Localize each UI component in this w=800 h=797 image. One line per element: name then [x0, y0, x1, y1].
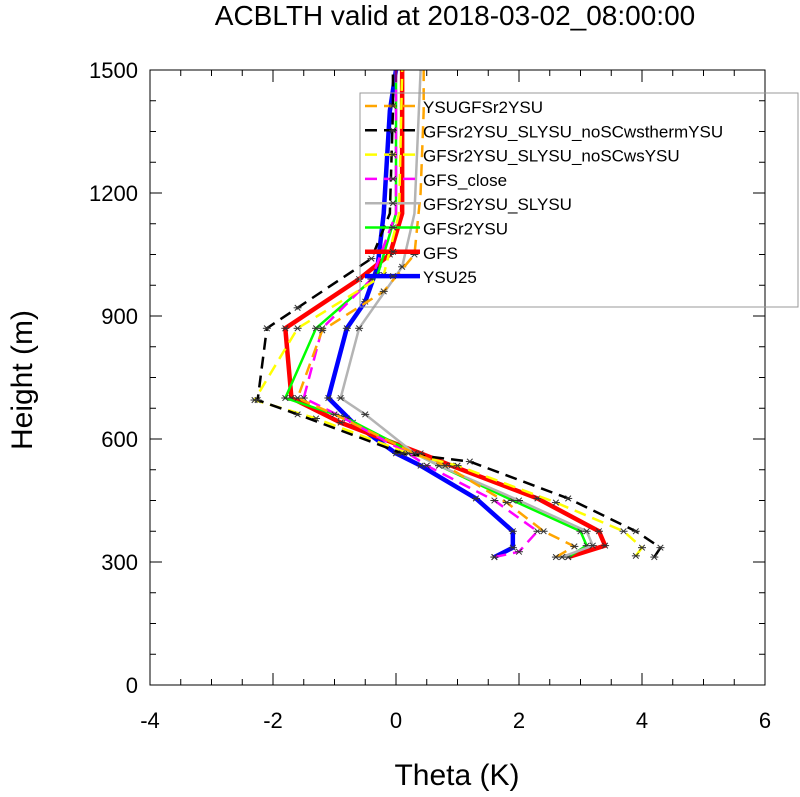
series-point [410, 450, 419, 457]
series-point [293, 394, 302, 402]
series-line-ysu25 [326, 69, 516, 560]
x-tick-label: -2 [263, 708, 283, 733]
series-point [422, 462, 431, 469]
series-point [355, 275, 364, 283]
series-point [281, 394, 290, 402]
series-point [515, 548, 523, 555]
series-point [453, 462, 462, 469]
x-tick-label: 6 [759, 708, 771, 733]
series-point [656, 544, 665, 551]
series-point [631, 528, 640, 535]
series-point [539, 528, 548, 535]
legend-marker [389, 248, 397, 255]
series-point [570, 543, 579, 550]
legend-marker [389, 127, 397, 134]
legend-marker [389, 200, 397, 207]
legend-label: GFS_close [423, 171, 507, 190]
series-point [336, 419, 345, 426]
legend: YSUGFSr2YSU GFSr2YSU_SLYSU_noSCwsthermYSU… [359, 92, 799, 308]
series-point [471, 495, 480, 502]
series-point [253, 396, 262, 404]
series-point [582, 528, 591, 535]
chart-title: ACBLTH valid at 2018-03-02_08:00:00 [215, 0, 695, 31]
legend-marker [389, 102, 397, 110]
series-point [465, 458, 474, 465]
ticks-layer: -4 -2 0 2 4 6 0 300 600 900 1200 1500 [89, 58, 771, 733]
y-tick-label: 300 [101, 550, 138, 575]
series-point [551, 553, 560, 561]
series-line-gfsr2ysu-slysu-noscwsthermysu [256, 70, 662, 558]
series-point [355, 325, 364, 332]
series-point [342, 325, 351, 332]
y-tick-label: 900 [101, 304, 138, 329]
series-point [594, 528, 603, 535]
series-point [367, 255, 376, 262]
series-point [490, 553, 499, 561]
x-tick-label: -4 [140, 708, 160, 733]
y-tick-label: 0 [126, 673, 138, 698]
y-tick-label: 600 [101, 427, 138, 452]
series-point [631, 552, 640, 560]
series-point [650, 553, 659, 561]
series-point [638, 544, 646, 551]
series-point [588, 542, 597, 549]
series-point [318, 327, 327, 334]
legend-label: GFSr2YSU [423, 220, 508, 239]
series-line-gfsr2ysu-slysu-noscwsysu [253, 69, 644, 557]
series-line-gfsr2ysu [284, 70, 588, 559]
series-point [293, 411, 302, 418]
series-point [441, 462, 450, 469]
y-tick-label: 1500 [89, 58, 138, 83]
series-point [330, 411, 339, 418]
series-point [398, 450, 407, 457]
series-point [601, 542, 610, 549]
series-point [533, 495, 542, 502]
series-point [619, 528, 628, 535]
series-point [293, 325, 302, 332]
legend-label: GFS [423, 244, 458, 263]
x-axis-label: Theta (K) [394, 759, 519, 792]
x-tick-label: 2 [513, 708, 525, 733]
series-line-gfsr2ysu-slysu [339, 69, 595, 559]
legend-marker [389, 272, 397, 280]
series-point [336, 394, 345, 402]
y-axis-label: Height (m) [6, 310, 39, 450]
series-point [508, 544, 517, 551]
series-point [379, 288, 388, 295]
series-point [564, 495, 573, 502]
series-point [551, 499, 560, 506]
series-point [262, 325, 271, 332]
series-point [508, 528, 517, 535]
legend-marker [389, 224, 397, 231]
series-point [324, 394, 333, 402]
legend-label: YSU25 [423, 268, 477, 287]
legend-label: YSUGFSr2YSU [423, 98, 543, 117]
series-point [502, 499, 511, 506]
legend-marker [389, 151, 397, 158]
legend-label: GFSr2YSU_SLYSU_noSCwsYSU [423, 147, 680, 166]
legend-marker [389, 175, 397, 183]
x-tick-label: 4 [636, 708, 648, 733]
x-tick-label: 0 [390, 708, 402, 733]
legend-label: GFSr2YSU_SLYSU_noSCwsthermYSU [423, 122, 723, 141]
series-point [361, 411, 370, 418]
legend-box [359, 92, 799, 308]
legend-label: GFSr2YSU_SLYSU [423, 195, 572, 214]
series-point [281, 325, 290, 332]
series-layer [250, 69, 665, 561]
y-tick-label: 1200 [89, 181, 138, 206]
series-point [515, 497, 523, 504]
series-line-gfs-close [302, 70, 539, 559]
series-point [293, 304, 302, 311]
series-point [490, 497, 499, 504]
